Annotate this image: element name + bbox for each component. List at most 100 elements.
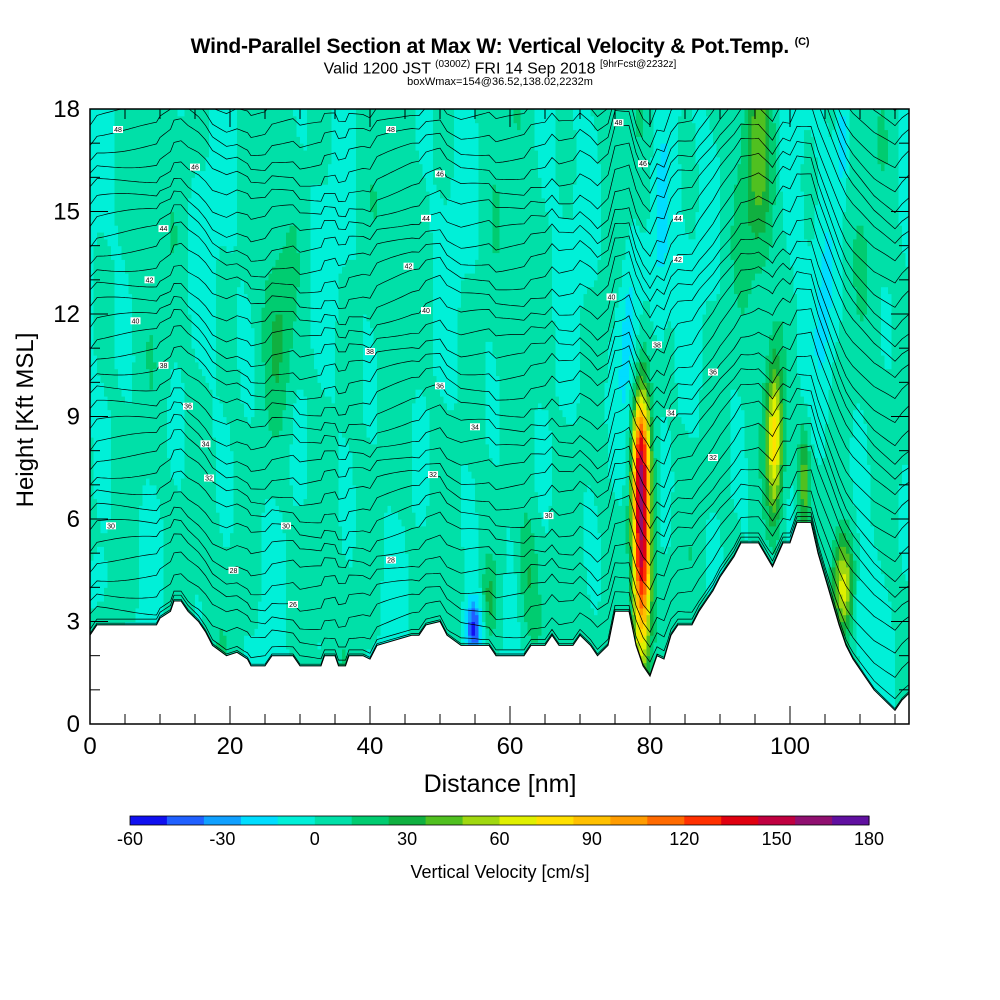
colorbar-tick-label: 150	[762, 829, 792, 849]
colorbar-swatch	[462, 816, 501, 825]
colorbar-swatch	[647, 816, 685, 825]
colorbar-tick-label: 120	[669, 829, 699, 849]
x-tick-label: 0	[83, 733, 96, 760]
contour-label: 40	[422, 308, 430, 315]
contour-label: 42	[674, 257, 682, 264]
contour-label: 40	[132, 318, 140, 325]
velocity-field	[90, 109, 909, 724]
contour-label-bg	[673, 214, 683, 222]
contour-label-bg	[638, 160, 648, 168]
contour-label: 38	[366, 349, 374, 356]
contour-label-bg	[158, 225, 169, 233]
contour-labels: 48 48 48 46 46 46 44 44 44 42 42 42 40 40 40 38 38 38 36 36…	[106, 119, 718, 609]
x-tick-label: 60	[497, 733, 524, 760]
contour-label-bg	[158, 361, 169, 369]
contour-label-bg	[183, 402, 193, 410]
contour-label: 30	[282, 523, 290, 530]
colorbar-swatch	[130, 816, 168, 825]
colorbar-swatch	[388, 816, 427, 825]
x-tick-label: 100	[770, 733, 810, 760]
contour-label-bg	[190, 163, 200, 171]
contour-label: 44	[674, 216, 682, 223]
colorbar-swatch	[684, 816, 722, 825]
colorbar-tick-label: 60	[489, 829, 509, 849]
contour-label-bg	[708, 368, 718, 376]
colorbar-swatch	[573, 816, 611, 825]
x-tick-label: 80	[637, 733, 664, 760]
colorbar-swatch	[721, 816, 759, 825]
y-axis-label: Height [Kft MSL]	[12, 333, 39, 508]
colorbar-tick-label: 180	[854, 829, 884, 849]
colorbar-tick-label: 30	[397, 829, 417, 849]
contour-label-bg	[144, 276, 155, 284]
contour-label-bg	[421, 307, 431, 315]
y-tick-label: 6	[67, 506, 80, 533]
contour-label-bg	[228, 566, 239, 574]
colorbar-swatch	[610, 816, 648, 825]
contour-label: 34	[202, 441, 210, 448]
contour-label: 46	[191, 165, 199, 172]
contour-label: 34	[667, 411, 675, 418]
colorbar-swatch	[277, 816, 316, 825]
contour-label-bg	[435, 170, 445, 178]
colorbar	[129, 815, 870, 826]
contour-label: 46	[639, 161, 647, 168]
chart-info: boxWmax=154@36.52,138.02,2232m	[0, 76, 1000, 88]
contour-label: 32	[205, 476, 213, 483]
x-axis: 0 20 40 60 80 100	[83, 109, 896, 760]
contour-label-bg	[281, 522, 291, 530]
contour-label: 44	[422, 216, 430, 223]
contour-label-bg	[386, 126, 396, 133]
contour-label: 36	[436, 383, 444, 390]
contour-label: 46	[436, 171, 444, 178]
contour-label-bg	[673, 255, 683, 263]
colorbar-tick-label: -60	[117, 829, 143, 849]
colorbar-swatch	[758, 816, 796, 825]
chart-subtitle: Valid 1200 JST (0300Z) FRI 14 Sep 2018 […	[0, 59, 1000, 78]
colorbar-swatch	[795, 816, 833, 825]
contour-label: 48	[114, 127, 122, 134]
contour-label-bg	[113, 126, 123, 133]
x-axis-label: Distance [nm]	[424, 770, 577, 798]
contour-label-bg	[606, 293, 617, 301]
colorbar-swatch	[499, 816, 537, 825]
colorbar-tick-labels: -60 -30 0 30 60 90 120 150 180	[117, 829, 884, 849]
y-tick-label: 18	[53, 96, 80, 123]
colorbar-swatch	[536, 816, 574, 825]
contour-label-bg	[470, 423, 480, 431]
colorbar-tick-label: 90	[582, 829, 602, 849]
colorbar-swatch	[351, 816, 390, 825]
contour-label-bg	[288, 600, 298, 608]
contour-label: 38	[160, 363, 168, 370]
x-tick-label: 20	[217, 733, 244, 760]
contour-label-bg	[106, 522, 116, 530]
contour-label-bg	[613, 119, 624, 127]
contour-label: 28	[387, 558, 395, 565]
contour-label: 32	[429, 472, 437, 479]
contour-label: 36	[184, 404, 192, 411]
colorbar-frame	[129, 815, 870, 826]
contour-label-bg	[130, 317, 141, 325]
y-tick-label: 12	[53, 301, 80, 328]
chart-title: Wind-Parallel Section at Max W: Vertical…	[0, 35, 1000, 59]
contour-label-bg	[708, 454, 718, 461]
contour-label: 44	[160, 226, 168, 233]
colorbar-swatch	[314, 816, 353, 825]
contour-label: 32	[709, 455, 717, 462]
colorbar-swatch	[166, 816, 205, 825]
x-tick-label: 40	[357, 733, 384, 760]
colorbar-swatch	[832, 816, 870, 825]
y-tick-label: 15	[53, 199, 80, 226]
contour-label-bg	[435, 382, 445, 390]
terrain-mask	[89, 521, 910, 725]
colorbar-swatch	[240, 816, 279, 825]
colorbar-tick-label: 0	[310, 829, 320, 849]
contour-label: 48	[387, 127, 395, 134]
y-tick-label: 9	[67, 404, 80, 431]
contour-label: 26	[289, 602, 297, 609]
colorbar-swatch	[203, 816, 242, 825]
contour-label: 36	[709, 370, 717, 377]
contour-label-bg	[543, 512, 554, 520]
